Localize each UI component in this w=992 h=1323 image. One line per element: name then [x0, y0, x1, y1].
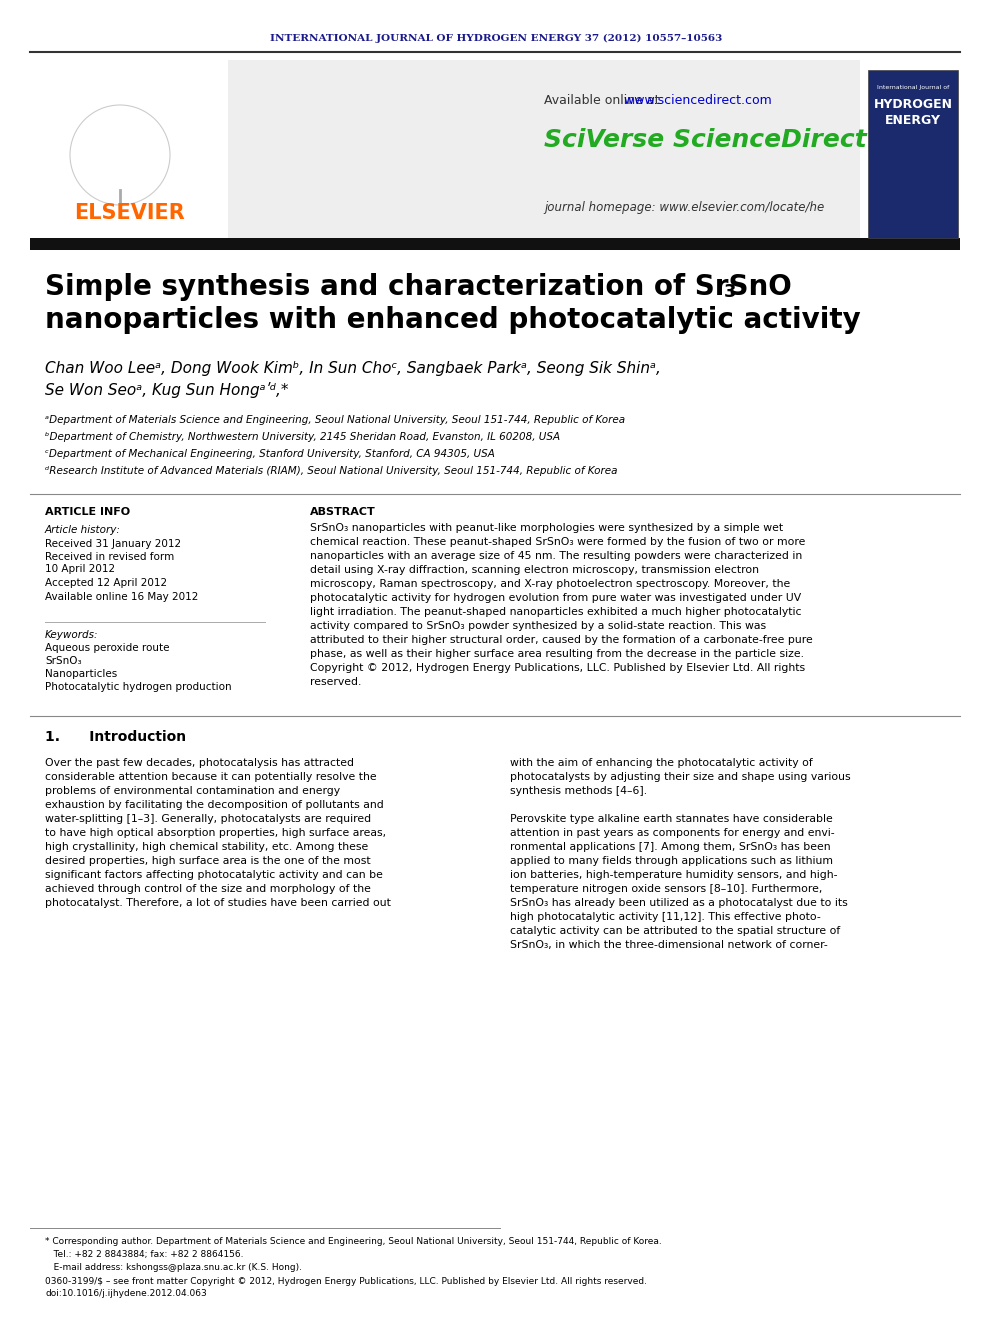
Text: Over the past few decades, photocatalysis has attracted: Over the past few decades, photocatalysi… [45, 758, 354, 767]
Text: 10 April 2012: 10 April 2012 [45, 564, 115, 574]
Text: Aqueous peroxide route: Aqueous peroxide route [45, 643, 170, 654]
Text: Photocatalytic hydrogen production: Photocatalytic hydrogen production [45, 681, 231, 692]
Text: Se Won Seoᵃ, Kug Sun Hongᵃʹᵈ,*: Se Won Seoᵃ, Kug Sun Hongᵃʹᵈ,* [45, 382, 289, 398]
Text: ᶜDepartment of Mechanical Engineering, Stanford University, Stanford, CA 94305, : ᶜDepartment of Mechanical Engineering, S… [45, 448, 495, 459]
Text: Nanoparticles: Nanoparticles [45, 669, 117, 679]
Text: phase, as well as their higher surface area resulting from the decrease in the p: phase, as well as their higher surface a… [310, 650, 804, 659]
Text: E-mail address: kshongss@plaza.snu.ac.kr (K.S. Hong).: E-mail address: kshongss@plaza.snu.ac.kr… [45, 1263, 302, 1273]
Text: 0360-3199/$ – see front matter Copyright © 2012, Hydrogen Energy Publications, L: 0360-3199/$ – see front matter Copyright… [45, 1277, 647, 1286]
Text: Article history:: Article history: [45, 525, 121, 534]
Text: chemical reaction. These peanut-shaped SrSnO₃ were formed by the fusion of two o: chemical reaction. These peanut-shaped S… [310, 537, 806, 546]
Text: photocatalytic activity for hydrogen evolution from pure water was investigated : photocatalytic activity for hydrogen evo… [310, 593, 802, 603]
Text: ronmental applications [7]. Among them, SrSnO₃ has been: ronmental applications [7]. Among them, … [510, 841, 830, 852]
Text: ᵇDepartment of Chemistry, Northwestern University, 2145 Sheridan Road, Evanston,: ᵇDepartment of Chemistry, Northwestern U… [45, 433, 560, 442]
Text: achieved through control of the size and morphology of the: achieved through control of the size and… [45, 884, 371, 894]
Text: SrSnO₃ nanoparticles with peanut-like morphologies were synthesized by a simple : SrSnO₃ nanoparticles with peanut-like mo… [310, 523, 783, 533]
Text: desired properties, high surface area is the one of the most: desired properties, high surface area is… [45, 856, 371, 867]
Text: SrSnO₃: SrSnO₃ [45, 656, 81, 665]
Text: Perovskite type alkaline earth stannates have considerable: Perovskite type alkaline earth stannates… [510, 814, 832, 824]
Text: SciVerse ScienceDirect: SciVerse ScienceDirect [544, 128, 867, 152]
Text: photocatalysts by adjusting their size and shape using various: photocatalysts by adjusting their size a… [510, 773, 850, 782]
Text: Received 31 January 2012: Received 31 January 2012 [45, 538, 182, 549]
Text: catalytic activity can be attributed to the spatial structure of: catalytic activity can be attributed to … [510, 926, 840, 935]
Text: Keywords:: Keywords: [45, 630, 98, 640]
Text: attributed to their higher structural order, caused by the formation of a carbon: attributed to their higher structural or… [310, 635, 812, 646]
Text: light irradiation. The peanut-shaped nanoparticles exhibited a much higher photo: light irradiation. The peanut-shaped nan… [310, 607, 802, 617]
Text: high crystallinity, high chemical stability, etc. Among these: high crystallinity, high chemical stabil… [45, 841, 368, 852]
Text: HYDROGEN: HYDROGEN [874, 98, 952, 111]
Text: SrSnO₃ has already been utilized as a photocatalyst due to its: SrSnO₃ has already been utilized as a ph… [510, 898, 848, 908]
Text: * Corresponding author. Department of Materials Science and Engineering, Seoul N: * Corresponding author. Department of Ma… [45, 1237, 662, 1246]
Text: Available online 16 May 2012: Available online 16 May 2012 [45, 591, 198, 602]
Text: 3: 3 [724, 283, 736, 302]
Text: photocatalyst. Therefore, a lot of studies have been carried out: photocatalyst. Therefore, a lot of studi… [45, 898, 391, 908]
Text: 1.      Introduction: 1. Introduction [45, 730, 186, 744]
Text: activity compared to SrSnO₃ powder synthesized by a solid-state reaction. This w: activity compared to SrSnO₃ powder synth… [310, 620, 766, 631]
Text: Simple synthesis and characterization of SrSnO: Simple synthesis and characterization of… [45, 273, 792, 302]
Text: problems of environmental contamination and energy: problems of environmental contamination … [45, 786, 340, 796]
Text: ELSEVIER: ELSEVIER [74, 202, 186, 224]
Text: to have high optical absorption properties, high surface areas,: to have high optical absorption properti… [45, 828, 386, 837]
Text: Received in revised form: Received in revised form [45, 552, 175, 562]
Text: SrSnO₃, in which the three-dimensional network of corner-: SrSnO₃, in which the three-dimensional n… [510, 941, 827, 950]
Text: Available online at: Available online at [544, 94, 664, 106]
Text: detail using X-ray diffraction, scanning electron microscopy, transmission elect: detail using X-ray diffraction, scanning… [310, 565, 759, 576]
Text: Copyright © 2012, Hydrogen Energy Publications, LLC. Published by Elsevier Ltd. : Copyright © 2012, Hydrogen Energy Public… [310, 663, 806, 673]
Text: doi:10.1016/j.ijhydene.2012.04.063: doi:10.1016/j.ijhydene.2012.04.063 [45, 1290, 206, 1298]
Text: temperature nitrogen oxide sensors [8–10]. Furthermore,: temperature nitrogen oxide sensors [8–10… [510, 884, 822, 894]
Text: exhaustion by facilitating the decomposition of pollutants and: exhaustion by facilitating the decomposi… [45, 800, 384, 810]
Text: Chan Woo Leeᵃ, Dong Wook Kimᵇ, In Sun Choᶜ, Sangbaek Parkᵃ, Seong Sik Shinᵃ,: Chan Woo Leeᵃ, Dong Wook Kimᵇ, In Sun Ch… [45, 360, 661, 376]
Text: ENERGY: ENERGY [885, 114, 941, 127]
Text: ion batteries, high-temperature humidity sensors, and high-: ion batteries, high-temperature humidity… [510, 871, 837, 880]
Text: attention in past years as components for energy and envi-: attention in past years as components fo… [510, 828, 834, 837]
Text: ARTICLE INFO: ARTICLE INFO [45, 507, 130, 517]
Text: considerable attention because it can potentially resolve the: considerable attention because it can po… [45, 773, 377, 782]
Text: ᵈResearch Institute of Advanced Materials (RIAM), Seoul National University, Seo: ᵈResearch Institute of Advanced Material… [45, 466, 617, 476]
Text: synthesis methods [4–6].: synthesis methods [4–6]. [510, 786, 647, 796]
Text: significant factors affecting photocatalytic activity and can be: significant factors affecting photocatal… [45, 871, 383, 880]
Bar [30, 85, 223, 237]
Text: Accepted 12 April 2012: Accepted 12 April 2012 [45, 578, 167, 587]
Bar [30, 238, 960, 250]
Text: nanoparticles with an average size of 45 nm. The resulting powders were characte: nanoparticles with an average size of 45… [310, 550, 803, 561]
Text: water-splitting [1–3]. Generally, photocatalysts are required: water-splitting [1–3]. Generally, photoc… [45, 814, 371, 824]
Text: applied to many fields through applications such as lithium: applied to many fields through applicati… [510, 856, 833, 867]
Text: ᵃDepartment of Materials Science and Engineering, Seoul National University, Seo: ᵃDepartment of Materials Science and Eng… [45, 415, 625, 425]
FancyBboxPatch shape [868, 70, 958, 238]
Text: high photocatalytic activity [11,12]. This effective photo-: high photocatalytic activity [11,12]. Th… [510, 912, 820, 922]
Text: with the aim of enhancing the photocatalytic activity of: with the aim of enhancing the photocatal… [510, 758, 812, 767]
Text: microscopy, Raman spectroscopy, and X-ray photoelectron spectroscopy. Moreover, : microscopy, Raman spectroscopy, and X-ra… [310, 579, 791, 589]
Text: www.sciencedirect.com: www.sciencedirect.com [544, 94, 772, 106]
Text: International Journal of: International Journal of [877, 86, 949, 90]
Text: INTERNATIONAL JOURNAL OF HYDROGEN ENERGY 37 (2012) 10557–10563: INTERNATIONAL JOURNAL OF HYDROGEN ENERGY… [270, 33, 722, 42]
Text: reserved.: reserved. [310, 677, 361, 687]
Text: nanoparticles with enhanced photocatalytic activity: nanoparticles with enhanced photocatalyt… [45, 306, 861, 333]
Text: journal homepage: www.elsevier.com/locate/he: journal homepage: www.elsevier.com/locat… [544, 201, 824, 214]
FancyBboxPatch shape [228, 60, 860, 238]
Text: Tel.: +82 2 8843884; fax: +82 2 8864156.: Tel.: +82 2 8843884; fax: +82 2 8864156. [45, 1250, 243, 1259]
Text: ABSTRACT: ABSTRACT [310, 507, 376, 517]
